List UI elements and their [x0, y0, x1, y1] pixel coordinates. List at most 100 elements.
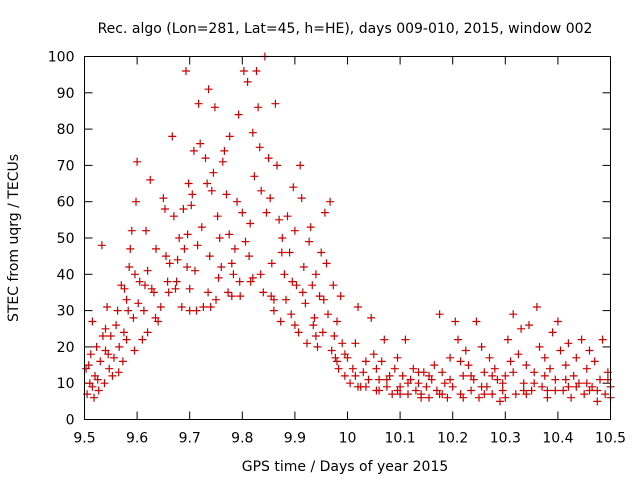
data-point [296, 161, 305, 170]
data-point [334, 364, 343, 373]
data-point [241, 237, 250, 246]
data-point [201, 154, 210, 163]
data-point [259, 288, 268, 297]
data-point [456, 357, 465, 366]
data-point [94, 386, 103, 395]
data-point [598, 335, 607, 344]
data-point [527, 386, 536, 395]
y-tick-label: 100 [48, 50, 75, 66]
data-point [92, 342, 101, 351]
data-point [501, 393, 510, 402]
data-point [305, 237, 314, 246]
data-point [401, 335, 410, 344]
data-point [227, 292, 236, 301]
data-point [326, 197, 335, 206]
data-point [446, 375, 455, 384]
y-tick-label: 90 [57, 86, 75, 102]
data-point [601, 390, 610, 399]
data-point [222, 190, 231, 199]
data-point [477, 382, 486, 391]
data-point [283, 212, 292, 221]
data-point [303, 339, 311, 348]
data-point [143, 266, 152, 275]
data-point [488, 371, 497, 380]
data-point [593, 386, 602, 395]
data-point [475, 393, 483, 402]
data-point [96, 357, 105, 366]
data-point [367, 313, 376, 322]
data-point [185, 284, 194, 293]
data-point [234, 110, 243, 119]
data-point [184, 179, 193, 188]
data-point [98, 332, 107, 340]
data-point [551, 386, 560, 395]
data-point [199, 303, 208, 311]
x-tick-label: 10.2 [437, 431, 468, 447]
x-tick-label: 10 [339, 431, 357, 447]
data-point [233, 197, 241, 206]
data-point [582, 364, 591, 373]
data-point [396, 390, 405, 399]
data-point [188, 190, 197, 199]
data-point [236, 292, 245, 301]
data-point [267, 259, 276, 268]
data-point [243, 77, 252, 86]
data-point [189, 146, 198, 155]
data-point [543, 386, 552, 395]
data-point [480, 390, 489, 399]
data-point [361, 382, 370, 391]
data-point [110, 353, 118, 362]
data-point [105, 364, 114, 373]
data-point [440, 379, 449, 388]
data-point [143, 328, 152, 337]
data-point [171, 284, 180, 293]
data-point [169, 212, 178, 221]
data-point [220, 146, 229, 155]
data-point [411, 386, 420, 395]
x-tick-label: 10.4 [542, 431, 573, 447]
y-tick-label: 70 [57, 158, 75, 174]
y-tick-label: 0 [66, 413, 75, 429]
data-point [546, 364, 554, 373]
data-point [212, 295, 220, 304]
data-point [535, 342, 544, 351]
data-point [252, 67, 261, 75]
data-point [205, 252, 214, 261]
data-point [346, 379, 355, 388]
data-point [93, 375, 102, 384]
data-point [135, 277, 144, 286]
y-tick-label: 20 [57, 340, 75, 356]
data-point [163, 277, 172, 286]
data-point [266, 194, 275, 203]
data-point [361, 357, 370, 366]
data-point [298, 288, 307, 297]
data-point [320, 208, 329, 217]
data-point [561, 361, 570, 370]
data-point [114, 368, 123, 377]
data-point [255, 143, 264, 152]
data-point [120, 284, 129, 293]
data-point [480, 368, 489, 377]
data-point [101, 324, 110, 333]
data-point [329, 281, 338, 290]
data-point [124, 306, 133, 315]
data-point [511, 390, 520, 399]
data-point [451, 317, 460, 326]
data-point [126, 244, 135, 253]
data-point [559, 386, 568, 395]
data-point [477, 342, 486, 351]
data-point [414, 379, 423, 388]
data-point [177, 303, 186, 311]
data-point [256, 270, 265, 279]
data-point [271, 99, 280, 108]
data-point [172, 277, 181, 286]
data-point [250, 172, 259, 181]
x-tick-label: 9.5 [73, 431, 95, 447]
data-point [333, 357, 341, 366]
data-point [290, 321, 299, 330]
data-point [585, 386, 594, 395]
data-point [288, 277, 297, 286]
data-point [514, 350, 523, 359]
data-point [530, 379, 539, 388]
data-point [319, 295, 328, 304]
